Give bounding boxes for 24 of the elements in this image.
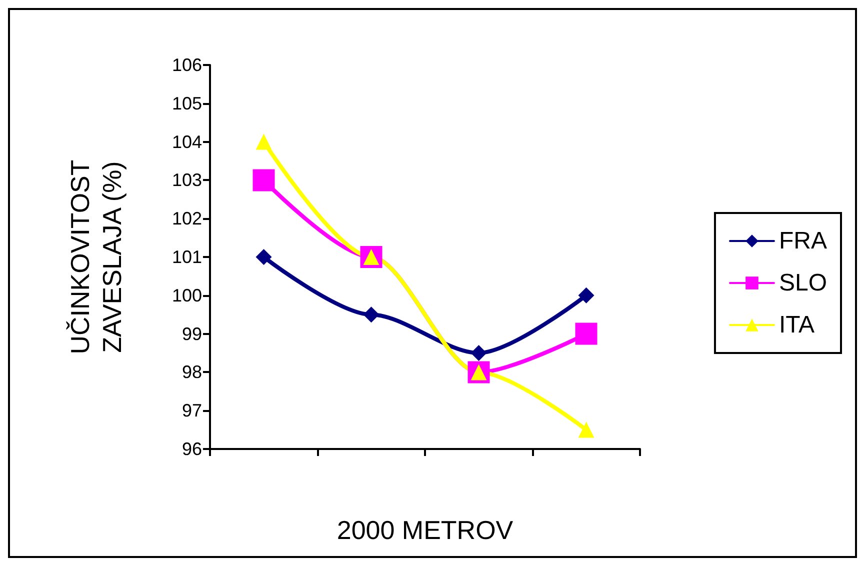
y-tick-label: 105 bbox=[172, 93, 202, 114]
y-tick-label: 101 bbox=[172, 247, 202, 267]
y-tick-label: 104 bbox=[172, 132, 202, 152]
point bbox=[252, 169, 275, 192]
y-tick-label: 98 bbox=[182, 362, 202, 382]
y-tick-label: 102 bbox=[172, 208, 202, 229]
legend-label: ITA bbox=[778, 312, 815, 338]
point bbox=[256, 134, 272, 150]
y-tick-label: 96 bbox=[182, 439, 202, 459]
y-tick-label: 103 bbox=[172, 170, 202, 190]
y-tick-label: 100 bbox=[172, 285, 202, 306]
point bbox=[363, 306, 380, 323]
point bbox=[575, 322, 598, 345]
point bbox=[578, 287, 594, 304]
y-tick-label: 97 bbox=[182, 400, 202, 421]
x-axis-title: 2000 METROV bbox=[336, 515, 514, 545]
point bbox=[470, 345, 487, 361]
point bbox=[578, 422, 594, 438]
y-tick-label: 99 bbox=[182, 324, 202, 344]
y-tick-label: 106 bbox=[172, 55, 202, 75]
y-axis-title: UČINKOVITOST ZAVESLAJA (%) bbox=[65, 160, 127, 354]
legend-label: SLO bbox=[778, 270, 828, 296]
point bbox=[256, 249, 272, 265]
legend-label: FRA bbox=[778, 228, 827, 254]
